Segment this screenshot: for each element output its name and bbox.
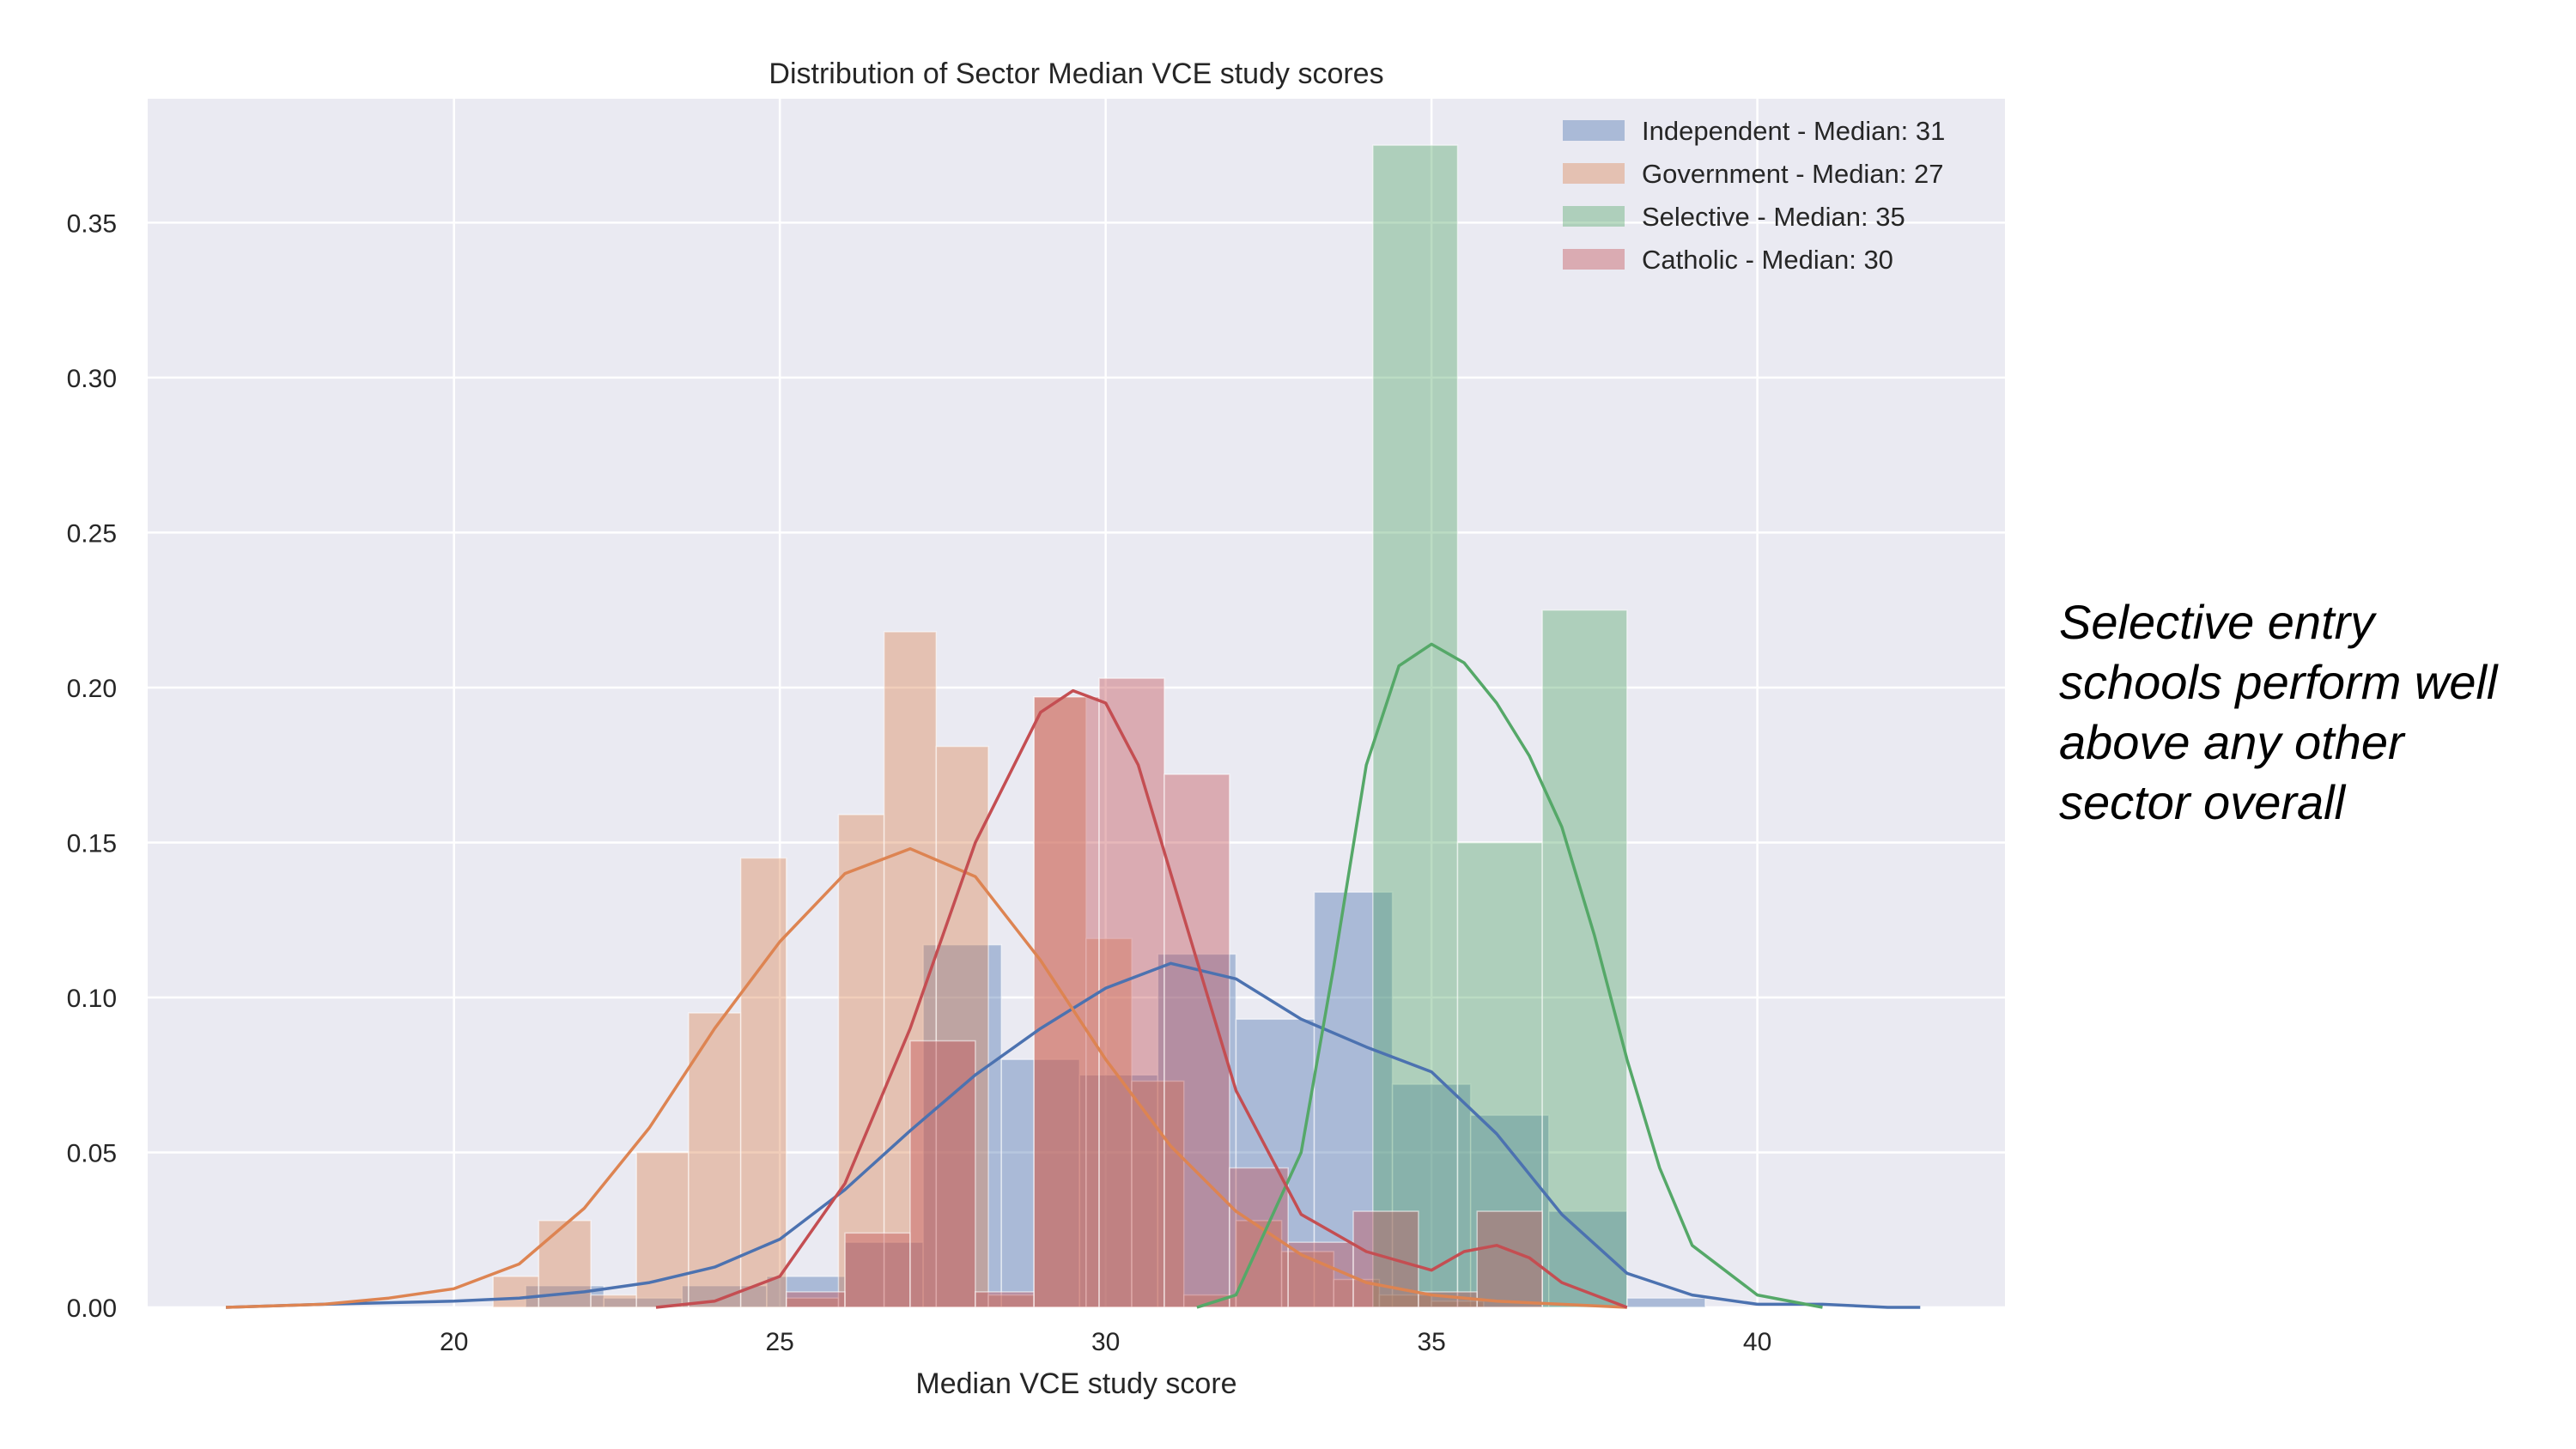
legend-label: Independent - Median: 31 <box>1642 116 1945 146</box>
histogram-bar <box>739 857 787 1308</box>
histogram-bar <box>1131 1080 1185 1308</box>
kde-curve <box>226 961 1921 1309</box>
annotation-line: Selective entry <box>2059 595 2375 649</box>
histogram-bar <box>786 1291 846 1308</box>
kde-curve <box>655 688 1628 1309</box>
histogram-bar <box>844 1232 911 1308</box>
y-tick-label: 0.35 <box>67 209 117 238</box>
histogram-bar <box>492 1276 540 1308</box>
x-tick-label: 40 <box>1743 1328 1771 1356</box>
legend-label: Catholic - Median: 30 <box>1642 245 1893 275</box>
legend-swatch <box>1563 163 1625 184</box>
y-tick-label: 0.20 <box>67 675 117 703</box>
x-tick-label: 30 <box>1091 1328 1120 1356</box>
annotation-text: Selective entry schools perform well abo… <box>2059 592 2540 833</box>
histogram-bar <box>1098 677 1165 1308</box>
histogram-bar <box>1541 609 1628 1308</box>
histogram-bar <box>1033 696 1087 1308</box>
kde-curve <box>1196 642 1823 1309</box>
y-tick-label: 0.00 <box>67 1294 117 1323</box>
histogram-bar <box>1229 1167 1289 1308</box>
histogram-bar <box>590 1294 637 1308</box>
y-tick-label: 0.05 <box>67 1139 117 1167</box>
legend-swatch <box>1563 206 1625 227</box>
histogram-bar <box>975 1291 1035 1308</box>
histogram-bar <box>1085 937 1133 1308</box>
axis-ticks: 20 25 30 35 40 0.00 0.05 0.10 0.15 0.20 0.25 0.30 0.… <box>67 209 1772 1356</box>
histogram-bar <box>1372 144 1459 1308</box>
y-tick-label: 0.10 <box>67 985 117 1013</box>
chart-title: Distribution of Sector Median VCE study … <box>769 58 1383 90</box>
legend: Independent - Median: 31 Government - Med… <box>1563 116 1945 275</box>
x-tick-label: 25 <box>765 1328 793 1356</box>
legend-label: Selective - Median: 35 <box>1642 202 1905 232</box>
kde-curves <box>226 642 1921 1309</box>
legend-swatch <box>1563 120 1625 141</box>
y-tick-label: 0.15 <box>67 829 117 858</box>
histogram-bar <box>1163 773 1230 1308</box>
histogram-bar <box>909 1040 976 1308</box>
histogram-bar <box>837 814 885 1308</box>
annotation-line: schools perform well <box>2059 655 2498 709</box>
histogram-bar <box>1626 1297 1706 1308</box>
plot-background <box>148 99 2005 1307</box>
annotation-line: sector overall <box>2059 775 2346 829</box>
x-tick-label: 20 <box>440 1328 468 1356</box>
histogram-bar <box>1157 953 1237 1308</box>
kde-curve <box>226 846 1627 1309</box>
histogram-bar <box>1456 841 1543 1308</box>
histogram-bar <box>935 745 989 1308</box>
x-tick-label: 35 <box>1417 1328 1445 1356</box>
y-tick-label: 0.30 <box>67 365 117 393</box>
histogram-bar <box>1352 1210 1419 1308</box>
histogram-bar <box>635 1151 690 1308</box>
legend-swatch <box>1563 249 1625 270</box>
histogram-bar <box>1000 1058 1081 1308</box>
x-axis-label: Median VCE study score <box>915 1367 1236 1400</box>
legend-label: Government - Median: 27 <box>1642 159 1944 189</box>
histogram-bars <box>492 144 1706 1308</box>
annotation-line: above any other <box>2059 715 2404 769</box>
y-tick-label: 0.25 <box>67 519 117 548</box>
